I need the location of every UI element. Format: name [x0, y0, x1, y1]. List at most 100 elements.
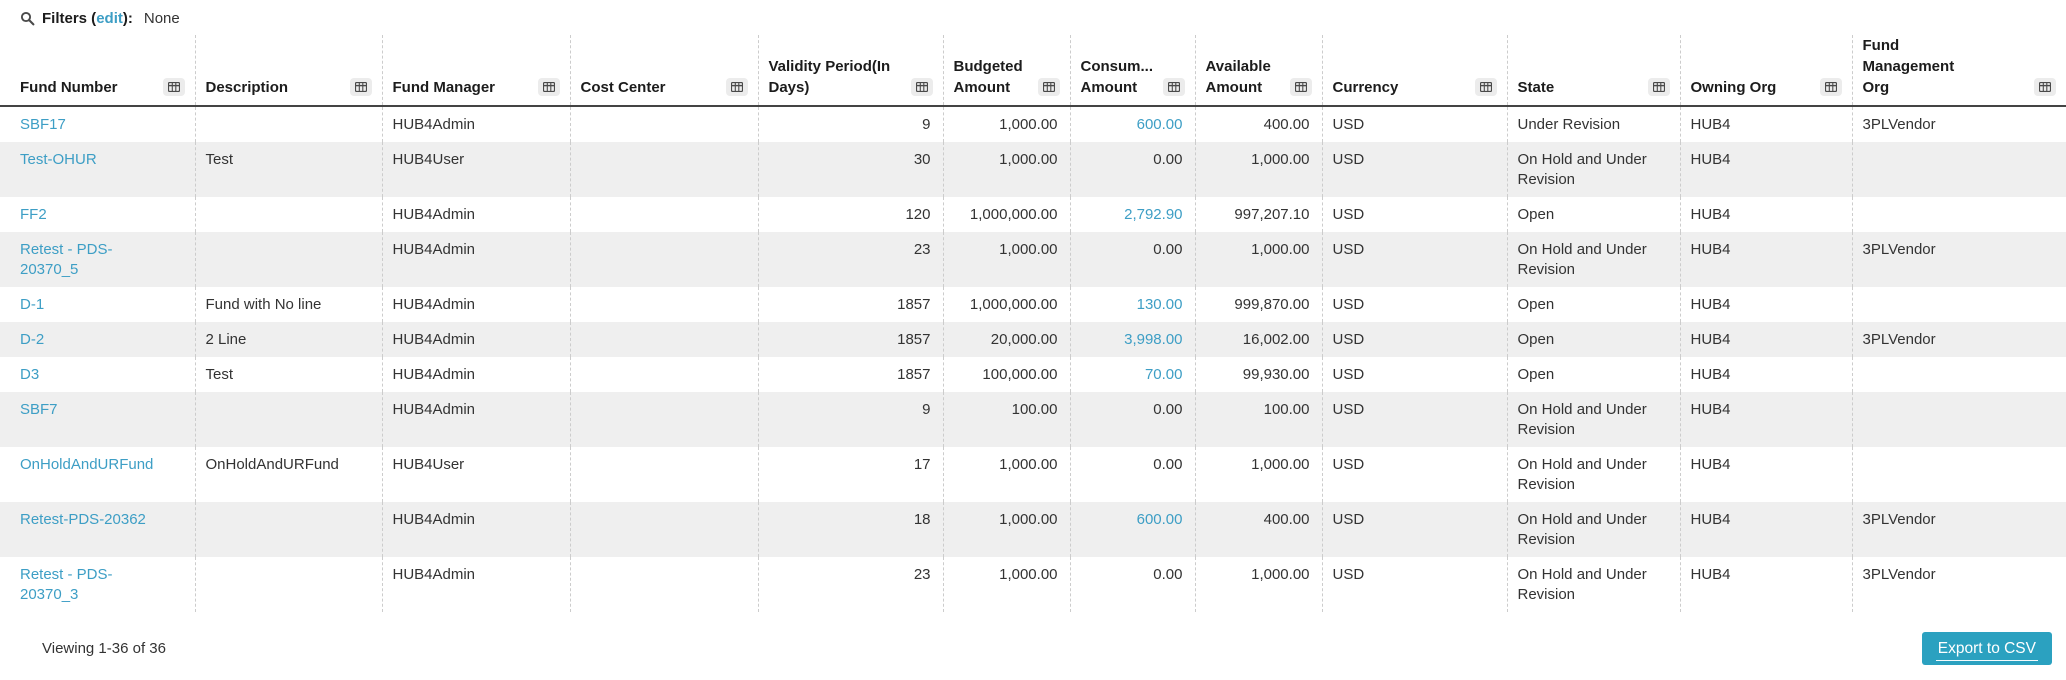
description-cell: 2 Line	[194, 322, 382, 357]
column-header-fund_management_org[interactable]: Fund Management Org	[1851, 35, 2066, 107]
cost_center-cell	[569, 287, 758, 322]
column-header-validity_period[interactable]: Validity Period(In Days)	[757, 35, 943, 107]
fund-number-link[interactable]: D-1	[20, 296, 45, 313]
column-menu-icon[interactable]	[910, 78, 933, 96]
column-header-consumed_amount[interactable]: Consum... Amount	[1069, 35, 1195, 107]
cost_center-cell	[569, 392, 758, 447]
fund-number-link[interactable]: Retest - PDS-20370_3	[20, 566, 113, 603]
column-header-label: Fund Manager	[392, 79, 496, 96]
fund_number-cell: D-2	[0, 322, 195, 357]
column-menu-icon[interactable]	[537, 78, 560, 96]
filters-edit-link[interactable]: edit	[96, 10, 123, 27]
column-header-fund_number[interactable]: Fund Number	[0, 35, 195, 107]
fund-number-link[interactable]: D-2	[20, 331, 45, 348]
cost_center-cell	[569, 357, 758, 392]
filters-label-prefix: Filters (	[42, 10, 97, 27]
fund_number-cell: Test-OHUR	[0, 142, 195, 197]
consumed-amount-link[interactable]: 2,792.90	[1124, 206, 1183, 223]
fund_number-cell: Retest-PDS-20362	[0, 502, 195, 557]
search-icon	[20, 11, 35, 30]
description-cell: Fund with No line	[194, 287, 382, 322]
consumed_amount-cell: 0.00	[1069, 142, 1195, 197]
currency-cell: USD	[1321, 232, 1507, 287]
currency-cell: USD	[1321, 392, 1507, 447]
fund_number-cell: D3	[0, 357, 195, 392]
currency-cell: USD	[1321, 142, 1507, 197]
column-menu-icon[interactable]	[1289, 78, 1312, 96]
currency-cell: USD	[1321, 287, 1507, 322]
consumed-amount-link[interactable]: 70.00	[1144, 366, 1183, 383]
budgeted_amount-cell: 100.00	[942, 392, 1070, 447]
fund_number-cell: D-1	[0, 287, 195, 322]
fund-number-link[interactable]: Test-OHUR	[20, 151, 97, 168]
fund-number-link[interactable]: OnHoldAndURFund	[20, 456, 154, 473]
available_amount-cell: 400.00	[1194, 106, 1322, 142]
consumed_amount-cell: 600.00	[1069, 106, 1195, 142]
consumed-amount-link[interactable]: 600.00	[1136, 116, 1183, 133]
available_amount-cell: 400.00	[1194, 502, 1322, 557]
column-header-available_amount[interactable]: Available Amount	[1194, 35, 1322, 107]
table-row: D-2 2 Line HUB4Admin 1857 20,000.00 3,998.00 1…	[0, 322, 2066, 357]
column-header-description[interactable]: Description	[194, 35, 382, 107]
column-header-cost_center[interactable]: Cost Center	[569, 35, 758, 107]
cost_center-cell	[569, 502, 758, 557]
fund-number-link[interactable]: FF2	[20, 206, 47, 223]
fund_number-cell: SBF7	[0, 392, 195, 447]
currency-cell: USD	[1321, 557, 1507, 612]
filters-label-suffix: ):	[122, 10, 133, 27]
currency-cell: USD	[1321, 447, 1507, 502]
column-menu-icon[interactable]	[1037, 78, 1060, 96]
fund-number-link[interactable]: SBF7	[20, 401, 58, 418]
filters-bar: Filters (edit): None	[0, 0, 2066, 35]
fund_management_org-cell: 3PLVendor	[1851, 106, 2066, 142]
column-header-budgeted_amount[interactable]: Budgeted Amount	[942, 35, 1070, 107]
budgeted_amount-cell: 1,000.00	[942, 447, 1070, 502]
fund_management_org-cell	[1851, 287, 2066, 322]
column-header-label: Fund Number	[20, 79, 118, 96]
fund-number-link[interactable]: D3	[20, 366, 40, 383]
budgeted_amount-cell: 1,000,000.00	[942, 287, 1070, 322]
table-row: D3 Test HUB4Admin 1857 100,000.00 70.00 99,930…	[0, 357, 2066, 392]
owning_org-cell: HUB4	[1679, 232, 1852, 287]
table-row: FF2 HUB4Admin 120 1,000,000.00 2,792.90 997,2…	[0, 197, 2066, 232]
fund_manager-cell: HUB4Admin	[381, 106, 570, 142]
column-menu-icon[interactable]	[1647, 78, 1670, 96]
consumed-amount-link[interactable]: 3,998.00	[1124, 331, 1183, 348]
validity_period-cell: 9	[757, 106, 943, 142]
column-header-owning_org[interactable]: Owning Org	[1679, 35, 1852, 107]
column-menu-icon[interactable]	[2034, 78, 2056, 96]
column-header-currency[interactable]: Currency	[1321, 35, 1507, 107]
column-menu-icon[interactable]	[162, 78, 185, 96]
table-row: OnHoldAndURFund OnHoldAndURFund HUB4User 17…	[0, 447, 2066, 502]
consumed-amount-link[interactable]: 600.00	[1136, 511, 1183, 528]
column-menu-icon[interactable]	[1162, 78, 1185, 96]
column-header-label: Validity Period(In Days)	[768, 58, 891, 96]
budgeted_amount-cell: 1,000.00	[942, 502, 1070, 557]
export-to-csv-button[interactable]: Export to CSV	[1921, 631, 2052, 665]
owning_org-cell: HUB4	[1679, 357, 1852, 392]
column-menu-icon[interactable]	[349, 78, 372, 96]
state-cell: On Hold and Under Revision	[1506, 557, 1680, 612]
owning_org-cell: HUB4	[1679, 502, 1852, 557]
column-menu-icon[interactable]	[1474, 78, 1497, 96]
fund-number-link[interactable]: Retest-PDS-20362	[20, 511, 146, 528]
column-header-label: Currency	[1332, 79, 1399, 96]
column-menu-icon[interactable]	[1819, 78, 1842, 96]
table-row: Test-OHUR Test HUB4User 30 1,000.00 0.00 1,000…	[0, 142, 2066, 197]
column-header-state[interactable]: State	[1506, 35, 1680, 107]
validity_period-cell: 23	[757, 232, 943, 287]
consumed-amount-link[interactable]: 130.00	[1136, 296, 1183, 313]
consumed_amount-cell: 0.00	[1069, 232, 1195, 287]
footer: Viewing 1-36 of 36 Export to CSV	[0, 630, 2066, 666]
fund-number-link[interactable]: SBF17	[20, 116, 66, 133]
table-row: Retest - PDS-20370_3 HUB4Admin 23 1,000.00 0…	[0, 557, 2066, 612]
fund-number-link[interactable]: Retest - PDS-20370_5	[20, 241, 113, 278]
owning_org-cell: HUB4	[1679, 142, 1852, 197]
column-menu-icon[interactable]	[725, 78, 748, 96]
fund_manager-cell: HUB4Admin	[381, 197, 570, 232]
column-header-fund_manager[interactable]: Fund Manager	[381, 35, 570, 107]
state-cell: Open	[1506, 357, 1680, 392]
available_amount-cell: 99,930.00	[1194, 357, 1322, 392]
consumed_amount-cell: 130.00	[1069, 287, 1195, 322]
description-cell: Test	[194, 142, 382, 197]
